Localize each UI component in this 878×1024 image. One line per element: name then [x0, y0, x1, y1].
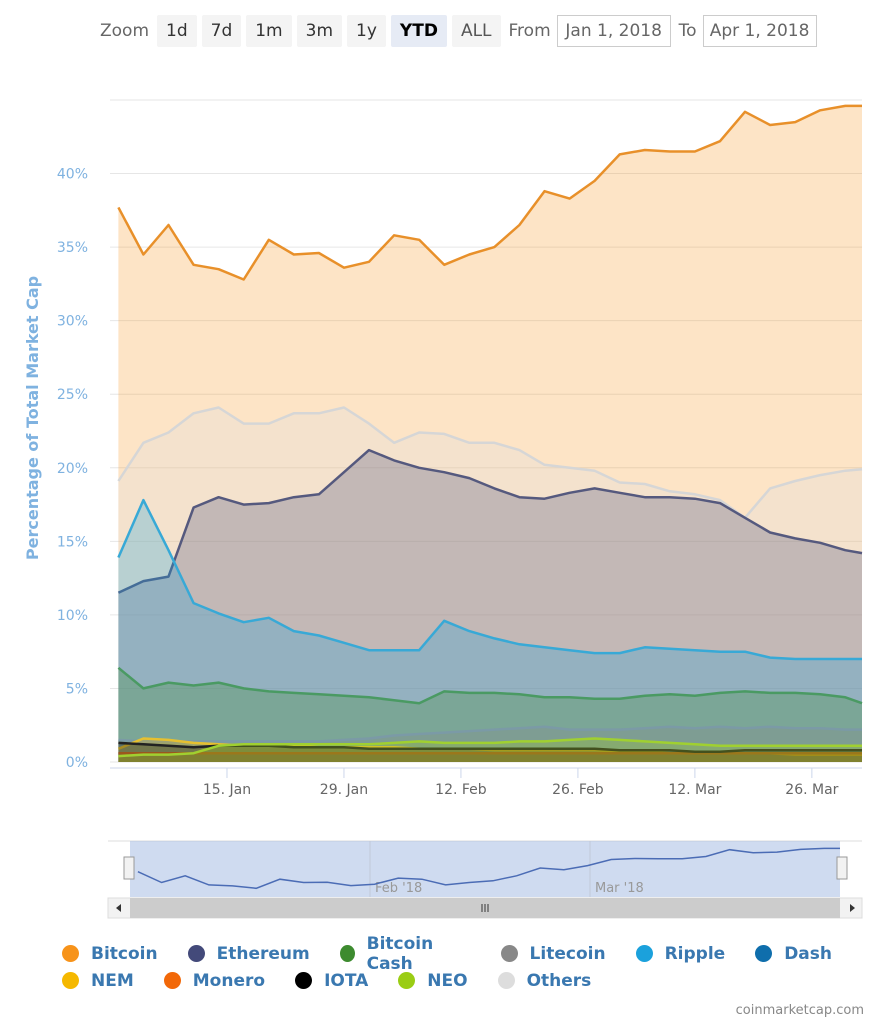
x-tick-label: 26. Feb [552, 782, 604, 798]
navigator[interactable]: Feb '18 Mar '18 [107, 840, 863, 919]
navigator-right-handle[interactable] [836, 856, 848, 880]
scroll-left-arrow-icon[interactable] [116, 904, 121, 912]
from-label: From [508, 21, 551, 41]
legend-label: Ethereum [216, 943, 310, 964]
legend-dot-icon [500, 945, 518, 962]
ethereum-area [118, 450, 862, 762]
legend-label: Others [526, 970, 592, 991]
ethereum-line[interactable] [117, 448, 863, 594]
legend-item-bitcoin[interactable]: Bitcoin [62, 944, 158, 964]
series-group [117, 104, 863, 762]
legend-item-neo[interactable]: NEO [398, 970, 468, 991]
x-tick-label: 12. Mar [668, 782, 721, 798]
legend-label: NEO [427, 970, 468, 991]
legend-label: Monero [192, 970, 266, 991]
navigator-mask[interactable] [130, 841, 840, 897]
legend-label: IOTA [324, 970, 369, 991]
legend-item-ripple[interactable]: Ripple [635, 943, 726, 964]
legend-item-bitcoin-cash[interactable]: Bitcoin Cash [339, 933, 471, 974]
iota-line[interactable] [118, 741, 862, 753]
legend-dot-icon [339, 945, 355, 962]
y-tick-label: 10% [57, 608, 88, 624]
y-tick-label: 40% [57, 167, 88, 183]
legend-label: Ripple [664, 943, 726, 964]
credit-link[interactable]: coinmarketcap.com [735, 1003, 864, 1018]
legend-item-litecoin[interactable]: Litecoin [500, 943, 606, 964]
legend-label: NEM [91, 970, 134, 991]
ripple-area [118, 500, 862, 762]
legend-item-ethereum[interactable]: Ethereum [187, 943, 310, 964]
legend-dot-icon [187, 945, 205, 962]
y-tick-label: 5% [66, 681, 88, 697]
legend-label: Dash [784, 943, 832, 964]
legend-dot-icon [295, 972, 313, 989]
y-tick-label: 25% [57, 387, 88, 403]
legend-dot-icon [62, 945, 79, 962]
navigator-series [137, 847, 840, 890]
legend-row: NEM Monero IOTA NEO Others [62, 967, 862, 994]
bitcoin-line[interactable] [117, 104, 862, 281]
legend-dot-icon [398, 972, 416, 989]
litecoin-line[interactable] [118, 725, 862, 743]
zoom-1m-button[interactable]: 1m [246, 15, 292, 47]
from-date-input[interactable]: Jan 1, 2018 [556, 15, 671, 47]
grid [110, 99, 862, 763]
y-tick-label: 35% [57, 240, 88, 256]
y-tick-label: 30% [57, 314, 88, 330]
monero-area [118, 753, 862, 762]
legend-dot-icon [755, 945, 773, 962]
legend-dot-icon [497, 972, 515, 989]
x-tick-label: 26. Mar [785, 782, 838, 798]
legend-item-dash[interactable]: Dash [755, 944, 832, 964]
scroll-right-arrow-icon[interactable] [850, 904, 855, 912]
bitcoin-cash-area [118, 667, 862, 762]
x-axis: 15. Jan 29. Jan 12. Feb 26. Feb 12. Mar 26. M… [110, 767, 862, 798]
navigator-label: Mar '18 [595, 881, 644, 896]
navigator-label: Feb '18 [375, 881, 422, 896]
legend-label: Litecoin [529, 943, 606, 964]
legend-item-iota[interactable]: IOTA [295, 971, 368, 991]
to-date-input[interactable]: Apr 1, 2018 [702, 15, 817, 47]
legend-label: Bitcoin [91, 943, 158, 964]
legend-item-others[interactable]: Others [497, 970, 592, 991]
bitcoin-area [118, 105, 862, 762]
legend: Bitcoin Ethereum Bitcoin Cash Litecoin Rippl… [62, 934, 862, 994]
y-tick-label: 20% [57, 461, 88, 477]
zoom-3m-button[interactable]: 3m [296, 15, 343, 47]
zoom-1y-button[interactable]: 1y [347, 15, 386, 47]
y-axis: 0% 5% 10% 15% 20% 25% 30% 35% 40% [57, 167, 88, 771]
x-tick-label: 29. Jan [320, 782, 368, 798]
legend-dot-icon [635, 945, 653, 962]
dash-area [118, 753, 862, 762]
legend-dot-icon [62, 972, 79, 989]
bitcoin-cash-line[interactable] [117, 666, 863, 705]
y-axis-title: Percentage of Total Market Cap [23, 276, 42, 560]
legend-row: Bitcoin Ethereum Bitcoin Cash Litecoin Rippl… [62, 934, 862, 974]
y-tick-label: 15% [57, 534, 88, 550]
zoom-7d-button[interactable]: 7d [201, 15, 242, 47]
y-tick-label: 0% [66, 755, 88, 771]
legend-item-nem[interactable]: NEM [62, 971, 134, 991]
neo-line[interactable] [118, 737, 862, 758]
x-tick-label: 12. Feb [435, 782, 487, 798]
range-selector: Zoom 1d 7d 1m 3m 1y YTD ALL From Jan 1, … [100, 14, 866, 48]
zoom-1d-button[interactable]: 1d [157, 15, 197, 47]
to-label: To [678, 21, 697, 41]
legend-dot-icon [163, 972, 181, 989]
zoom-ytd-button[interactable]: YTD [390, 15, 447, 47]
zoom-all-button[interactable]: ALL [451, 15, 501, 47]
legend-label: Bitcoin Cash [366, 933, 434, 974]
navigator-left-handle[interactable] [123, 856, 135, 880]
ripple-line[interactable] [117, 498, 862, 661]
x-tick-label: 15. Jan [203, 782, 251, 798]
legend-item-monero[interactable]: Monero [163, 970, 266, 991]
zoom-label: Zoom [100, 21, 150, 41]
